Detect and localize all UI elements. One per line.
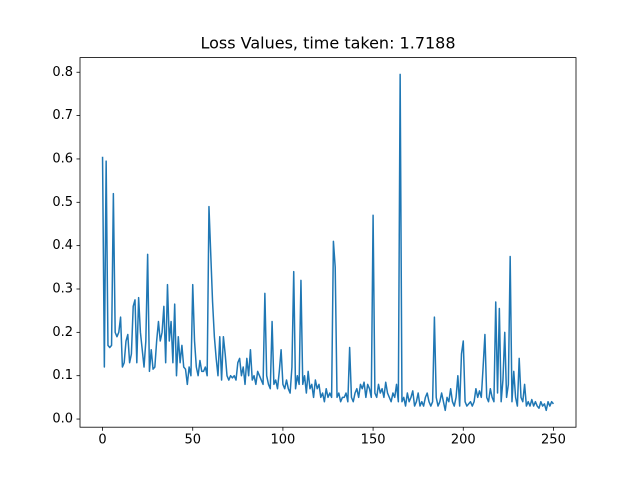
y-tick-label: 0.2: [52, 325, 73, 340]
y-tick-label: 0.4: [52, 238, 73, 253]
y-tick-label: 0.8: [52, 65, 73, 80]
y-tick-label: 0.6: [52, 151, 73, 166]
y-tick-label: 0.0: [52, 412, 73, 427]
y-tick-label: 0.3: [52, 282, 73, 297]
x-tick-label: 200: [451, 433, 476, 448]
chart-title: Loss Values, time taken: 1.7188: [200, 34, 455, 53]
x-tick-label: 100: [270, 433, 295, 448]
y-tick-label: 0.1: [52, 368, 73, 383]
plot-frame: [79, 57, 577, 428]
y-tick-label: 0.7: [52, 108, 73, 123]
x-tick-label: 250: [541, 433, 566, 448]
loss-line: [101, 73, 555, 412]
x-tick-label: 50: [184, 433, 201, 448]
x-tick-label: 150: [361, 433, 386, 448]
y-tick-label: 0.5: [52, 195, 73, 210]
x-tick-label: 0: [98, 433, 106, 448]
